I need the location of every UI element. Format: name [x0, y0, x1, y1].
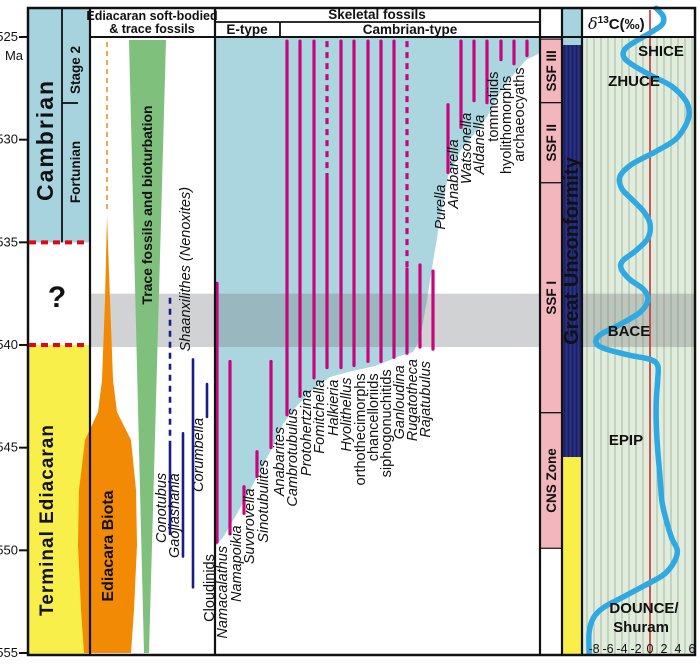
time-axis-ticks: 525 530 535 540 545 550 555	[0, 29, 28, 660]
taxon-label: orthothecimorphs	[353, 373, 369, 485]
taxon-label: Halkieria	[326, 380, 342, 436]
taxon-label: chancelloriids	[366, 373, 382, 461]
taxon-label: Protohertzina	[299, 390, 315, 476]
taxon-label: siphogonuchitids	[379, 369, 395, 477]
label-ma-unit: Ma	[5, 48, 24, 63]
time-tick-label: 555	[0, 645, 18, 660]
taxon-label: Ganloudina	[392, 365, 408, 439]
time-tick-label: 525	[0, 29, 18, 44]
taxon-label: Shaanxilithes (Nenoxites)	[178, 187, 194, 351]
header-etype: E-type	[226, 22, 268, 37]
ssf-zone-column: SSF III SSF II SSF I CNS Zone	[539, 38, 563, 549]
biota-and-trace-shapes	[78, 40, 166, 653]
unconformity-cap	[562, 8, 582, 45]
taxon-label: archaeocyaths	[512, 67, 528, 161]
taxon-label: Anabarella	[446, 139, 462, 209]
skeletal-envelope	[215, 37, 540, 547]
taxon-label: Namacalathus	[215, 546, 231, 639]
excursion-label: DOUNCE/	[609, 600, 679, 617]
taxon-label: hyolithomorphs	[499, 76, 515, 174]
carbon-isotope-curve	[586, 5, 692, 656]
header-cambrian-type: Cambrian-type	[363, 22, 458, 37]
taxon-label: Cambrotubulus	[285, 408, 301, 506]
label-uncertainty: ?	[48, 281, 66, 314]
taxon-label: tommotiids	[486, 72, 502, 142]
taxon-label: Watsonella	[459, 113, 475, 184]
excursion-label: Shuram	[613, 619, 669, 636]
ediacara-biota-shape	[78, 215, 137, 653]
taxon-label: Suvorovella	[242, 488, 258, 564]
carbon-axis-tick-label: 2	[661, 642, 668, 656]
time-tick-label: 545	[0, 440, 18, 455]
excursion-label: ZHUCE	[608, 73, 660, 90]
taxon-label: Aldanella	[472, 115, 488, 176]
outer-frame	[26, 6, 697, 657]
excursion-label: EPIP	[609, 432, 643, 449]
carbon-axis-tick-label: -6	[602, 642, 613, 656]
carbon-axis-tick-label: 0	[647, 642, 654, 656]
label-trace-fossils: Trace fossils and bioturbation	[139, 105, 155, 304]
taxon-label: Fomitchella	[312, 380, 328, 454]
label-cambrian: Cambrian	[32, 79, 58, 201]
label-fortunian: Fortunian	[68, 141, 83, 203]
label-great-unconformity: Great Unconformity	[561, 156, 583, 345]
trace-fossil-wedge	[129, 40, 166, 653]
taxon-label: Anabarites	[272, 427, 288, 497]
taxon-label: Namapoikia	[229, 525, 245, 602]
label-ediacara-biota: Ediacara Biota	[100, 490, 117, 601]
carbon-axis-tick-label: 6	[689, 642, 696, 656]
skeletal-fossils-envelope	[215, 37, 540, 547]
time-tick-label: 550	[0, 542, 18, 557]
carbon-isotope-plot: -8 -6 -4 -2 0 2 4 6 SHICE ZHUCE BACE EPIP DOUNCE/Shu…	[586, 5, 696, 656]
cambrian-column	[28, 8, 90, 243]
taxon-label: Purella	[433, 185, 449, 230]
frame-lines	[26, 6, 697, 657]
taxon-label: Hyolithellus	[339, 378, 355, 452]
taxon-label: Gaojiashania	[167, 473, 183, 558]
zone-label: SSF I	[544, 281, 559, 315]
carbon-axis-tick-label: 4	[675, 642, 682, 656]
header-ediacaran-line1: Ediacaran soft-bodied	[86, 9, 217, 23]
taxon-label: Conotubus	[154, 473, 170, 543]
zone-label: SSF II	[544, 124, 559, 162]
hiatus-band	[582, 293, 695, 348]
header-ediacaran-line2: & trace fossils	[109, 22, 195, 36]
carbon-axis-tick-label: -8	[588, 642, 599, 656]
time-tick-label: 540	[0, 337, 18, 352]
taxon-label: Sinotubulites	[256, 460, 272, 543]
taxon-label: Rugatotheca	[405, 359, 421, 441]
label-terminal-ediacaran: Terminal Ediacaran	[37, 424, 58, 616]
time-tick-label: 535	[0, 234, 18, 249]
unconformity-yellow-base	[562, 457, 582, 655]
excursion-label: SHICE	[638, 43, 684, 60]
time-tick-label: 530	[0, 132, 18, 147]
taxon-label: Rajatubulus	[418, 361, 434, 438]
zone-label: SSF III	[544, 50, 559, 91]
zone-label: CNS Zone	[544, 448, 559, 513]
carbon-axis-tick-label: -2	[630, 642, 641, 656]
label-stage2: Stage 2	[68, 46, 83, 94]
header-carbon-isotope: δ13C(‰)	[588, 14, 645, 33]
header-skeletal: Skeletal fossils	[328, 7, 426, 22]
carbon-axis-tick-label: -4	[616, 642, 627, 656]
excursion-label: BACE	[608, 323, 651, 340]
taxon-label: Corumbella	[191, 418, 207, 492]
